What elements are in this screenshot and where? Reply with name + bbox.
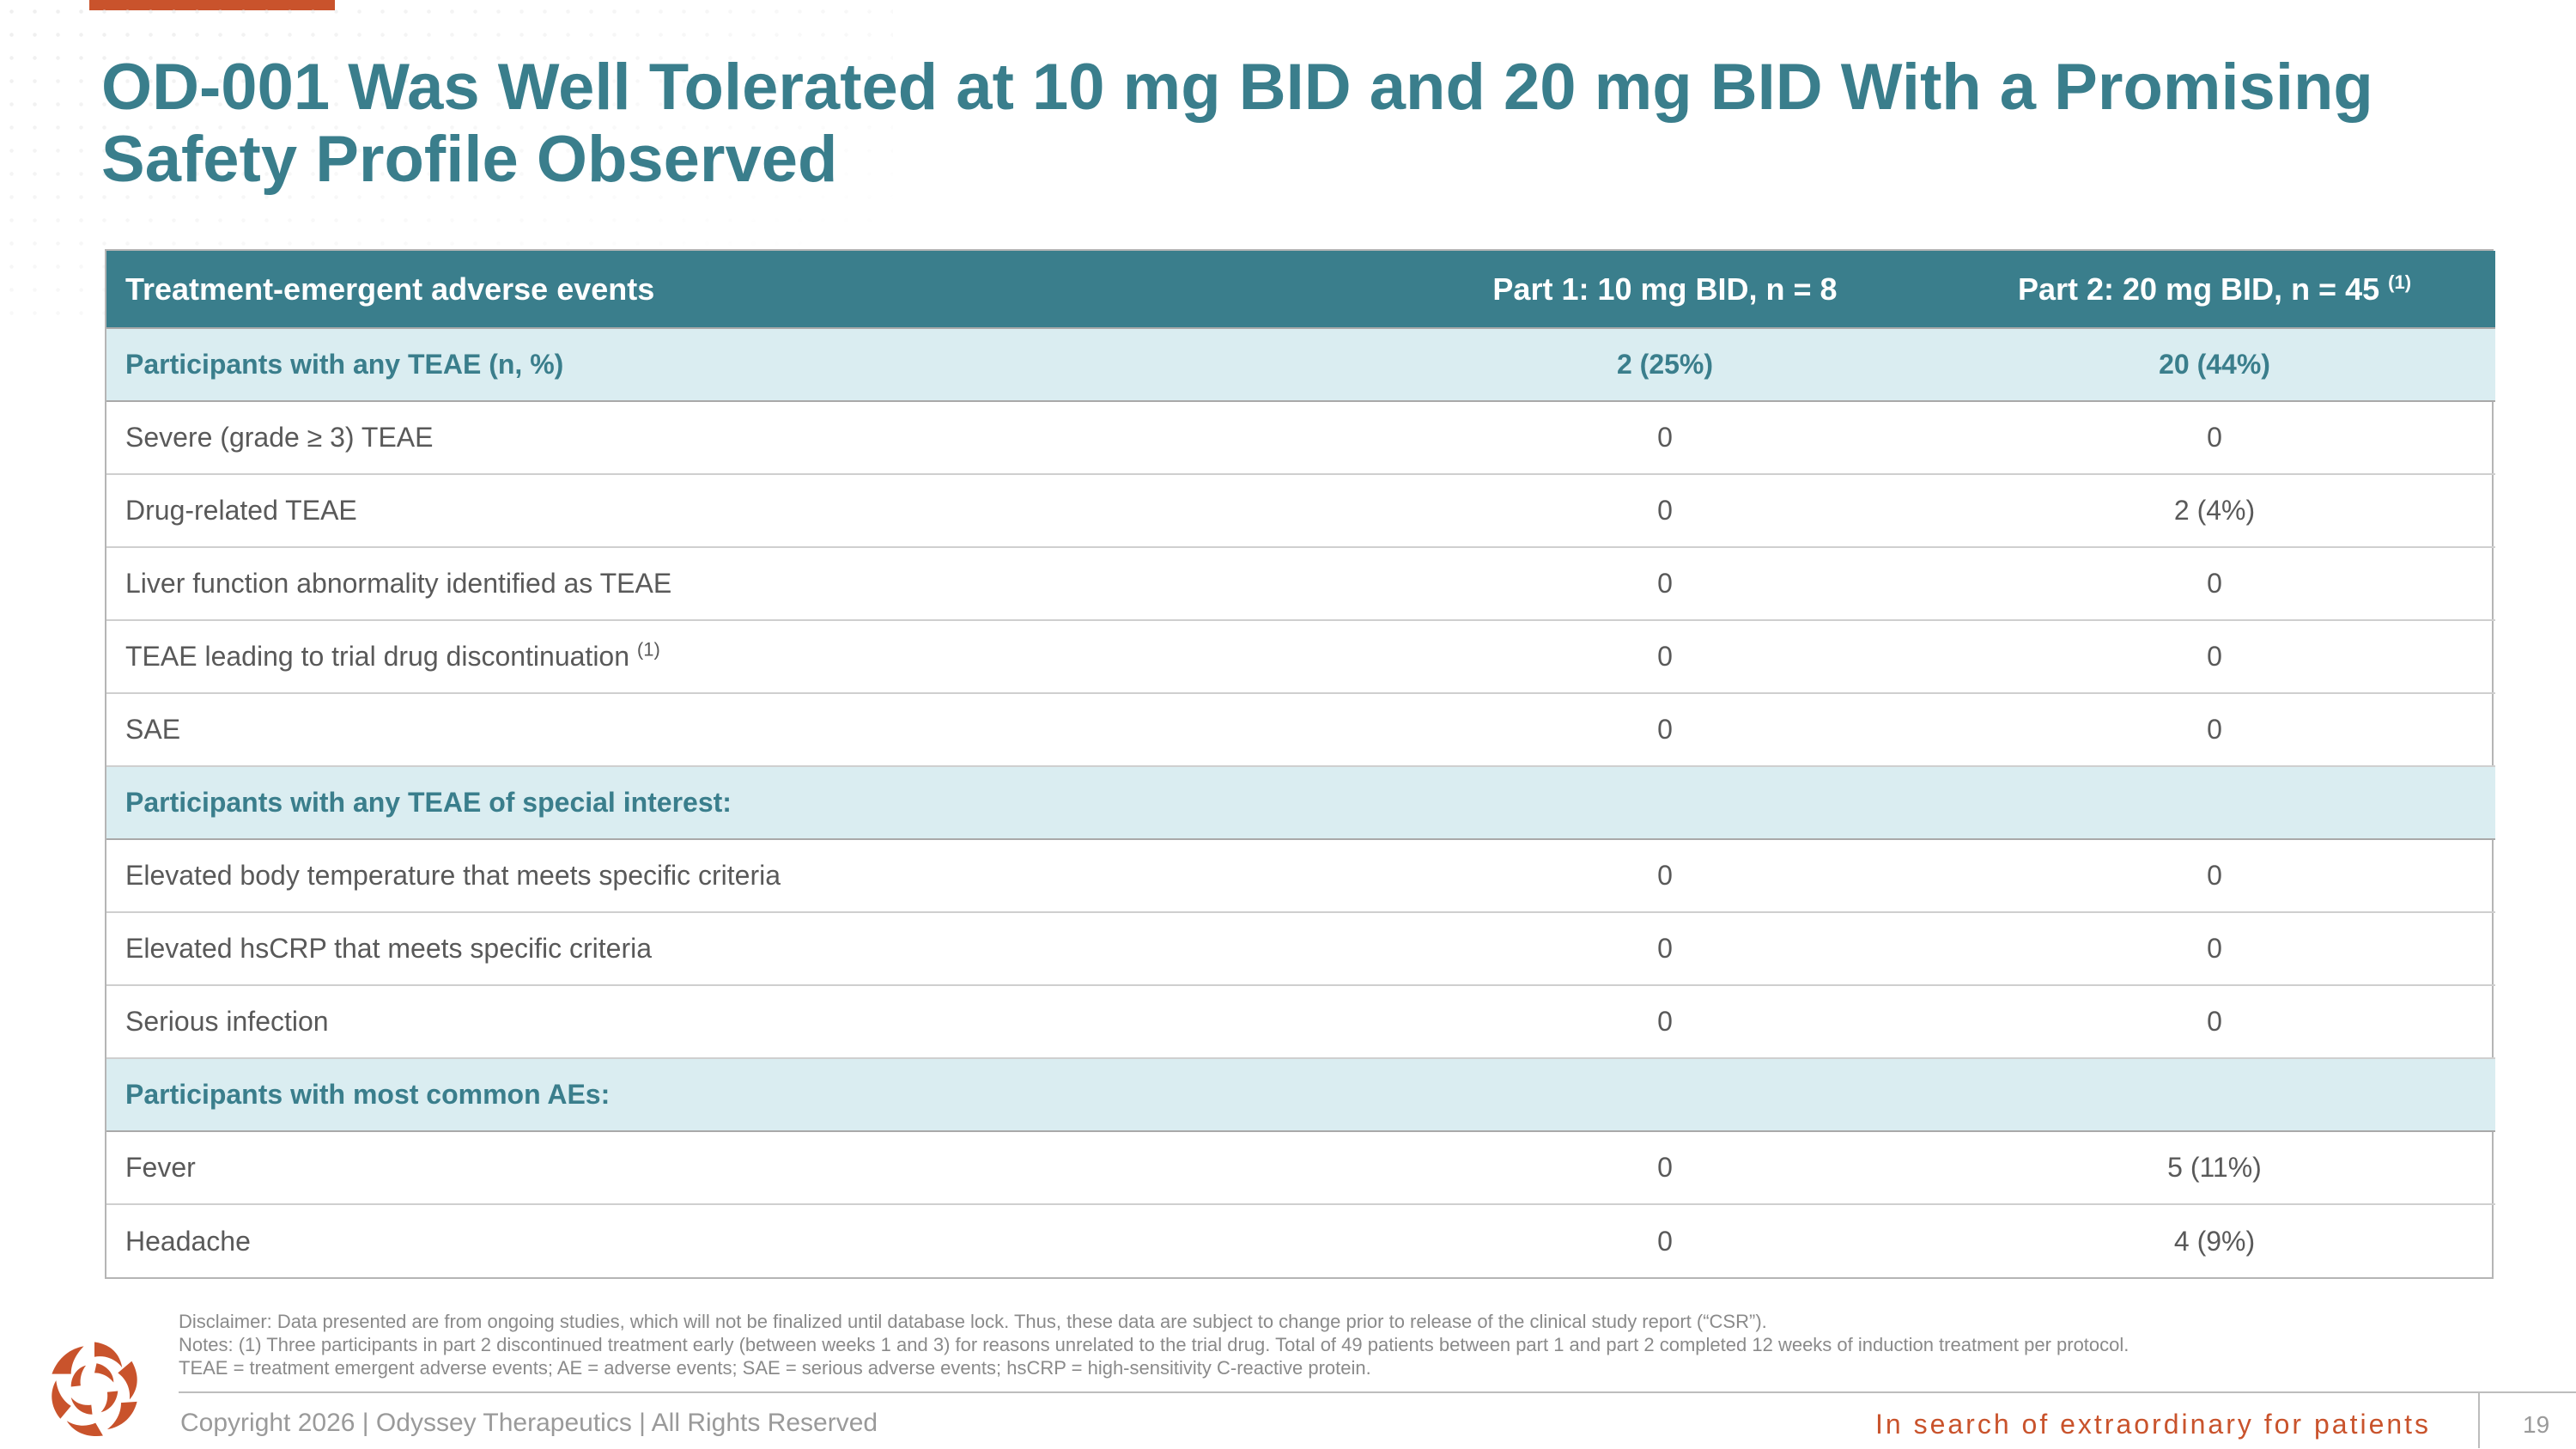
row-part1-value: 2 (25%) <box>1396 327 1934 402</box>
row-label-cell: TEAE leading to trial drug discontinuati… <box>106 620 1396 694</box>
table-row: Serious infection 0 0 <box>106 985 2495 1059</box>
row-part2-value: 0 <box>1934 985 2495 1059</box>
row-part1-value: 0 <box>1396 693 1934 767</box>
row-part2-value: 4 (9%) <box>2173 1225 2256 1257</box>
row-part1-value: 0 <box>1396 401 1934 475</box>
row-footnote: (1) <box>636 638 660 661</box>
footer-separator <box>2478 1391 2480 1448</box>
table-row: Severe (grade ≥ 3) TEAE 0 0 <box>106 401 2495 475</box>
footnotes: Disclaimer: Data presented are from ongo… <box>179 1310 2497 1379</box>
disclaimer-text: Disclaimer: Data presented are from ongo… <box>179 1311 1767 1332</box>
row-part2-value: 0 <box>1934 620 2495 694</box>
table-section-common-aes: Participants with most common AEs: <box>106 1057 2495 1132</box>
row-part1-value: 0 <box>1396 985 1934 1059</box>
row-part2-value: 0 <box>1934 912 2495 986</box>
table-row: Liver function abnormality identified as… <box>106 547 2495 621</box>
table-row-any-teae: Participants with any TEAE (n, %) 2 (25%… <box>106 327 2495 402</box>
row-part1-value: 0 <box>1396 474 1934 548</box>
row-label: Headache <box>125 1225 251 1257</box>
section-empty-cell <box>1934 765 2495 840</box>
table-header-row: Treatment-emergent adverse events Part 1… <box>106 251 2495 328</box>
table-row: SAE 0 0 <box>106 693 2495 767</box>
row-part2-value: 5 (11%) <box>1934 1131 2495 1205</box>
page-number: 19 <box>2523 1411 2550 1438</box>
header-part2: Part 2: 20 mg BID, n = 45 (1) <box>1934 251 2495 328</box>
section-empty-cell <box>1396 765 1934 840</box>
section-label: Participants with most common AEs: <box>106 1057 1396 1132</box>
footer-divider <box>179 1391 2576 1393</box>
row-part1-value: 0 <box>1657 1225 1673 1257</box>
row-label: TEAE leading to trial drug discontinuati… <box>125 641 630 672</box>
row-label: Severe (grade ≥ 3) TEAE <box>106 401 1396 475</box>
row-part1-value: 0 <box>1396 547 1934 621</box>
row-part2-value: 0 <box>1934 547 2495 621</box>
row-part2-value: 2 (4%) <box>1934 474 2495 548</box>
row-label: Fever <box>106 1131 1396 1205</box>
section-label: Participants with any TEAE of special in… <box>106 765 1396 840</box>
row-label: Drug-related TEAE <box>106 474 1396 548</box>
table-row: TEAE leading to trial drug discontinuati… <box>106 620 2495 694</box>
row-part1-value: 0 <box>1396 912 1934 986</box>
row-part2-value: 0 <box>1934 693 2495 767</box>
row-part1-value: 0 <box>1396 839 1934 913</box>
row-part2-value: 0 <box>1934 839 2495 913</box>
section-empty-cell <box>1396 1057 1934 1132</box>
abbreviations-text: TEAE = treatment emergent adverse events… <box>179 1357 1371 1379</box>
row-label: Liver function abnormality identified as… <box>106 547 1396 621</box>
table-section-special-interest: Participants with any TEAE of special in… <box>106 765 2495 840</box>
tagline-text: In search of extraordinary for patients <box>1875 1409 2432 1440</box>
odyssey-swirl-logo-icon <box>52 1342 137 1437</box>
copyright-text: Copyright 2026 | Odyssey Therapeutics | … <box>180 1409 878 1437</box>
row-part1-value: 0 <box>1396 1131 1934 1205</box>
row-part2-value: 0 <box>1934 401 2495 475</box>
table-row: Elevated body temperature that meets spe… <box>106 839 2495 913</box>
row-part2-value: 20 (44%) <box>1934 327 2495 402</box>
row-label: SAE <box>106 693 1396 767</box>
row-label: Serious infection <box>106 985 1396 1059</box>
table-row: Headache 0 4 (9%) <box>106 1204 2495 1277</box>
row-part1-value: 0 <box>1396 620 1934 694</box>
row-label: Elevated body temperature that meets spe… <box>106 839 1396 913</box>
table-row: Elevated hsCRP that meets specific crite… <box>106 912 2495 986</box>
table-row: Drug-related TEAE 0 2 (4%) <box>106 474 2495 548</box>
adverse-events-table: Treatment-emergent adverse events Part 1… <box>105 249 2495 1279</box>
row-label: Elevated hsCRP that meets specific crite… <box>106 912 1396 986</box>
table-row: Fever 0 5 (11%) <box>106 1131 2495 1205</box>
header-events: Treatment-emergent adverse events <box>106 251 1396 328</box>
header-part2-label: Part 2: 20 mg BID, n = 45 <box>2017 271 2380 307</box>
slide-title: OD-001 Was Well Tolerated at 10 mg BID a… <box>101 51 2373 196</box>
section-empty-cell <box>1934 1057 2495 1132</box>
header-part2-footnote: (1) <box>2388 271 2412 293</box>
notes-text: Notes: (1) Three participants in part 2 … <box>179 1334 2129 1355</box>
header-part1: Part 1: 10 mg BID, n = 8 <box>1396 251 1934 328</box>
accent-bar <box>89 0 335 10</box>
row-label: Participants with any TEAE (n, %) <box>106 327 1396 402</box>
